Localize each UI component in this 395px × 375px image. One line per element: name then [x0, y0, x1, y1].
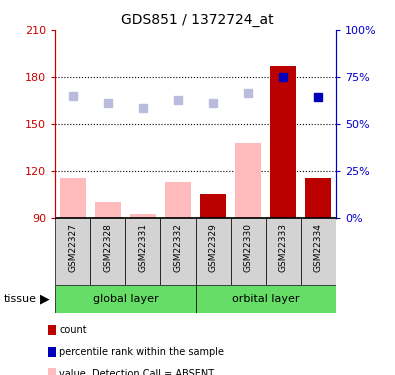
Bar	[95, 202, 121, 217]
Text: GSM22327: GSM22327	[68, 223, 77, 272]
Text: GSM22328: GSM22328	[103, 223, 113, 272]
Bar	[231, 217, 265, 285]
Text: GSM22332: GSM22332	[173, 223, 182, 272]
Bar	[55, 285, 196, 313]
Bar	[301, 217, 336, 285]
Bar	[235, 142, 261, 218]
Bar	[49, 347, 56, 357]
Bar	[265, 217, 301, 285]
Bar	[305, 178, 331, 218]
Bar	[60, 178, 86, 218]
Text: GSM22334: GSM22334	[314, 223, 323, 272]
Text: GDS851 / 1372724_at: GDS851 / 1372724_at	[121, 13, 274, 27]
Bar	[55, 217, 90, 285]
Bar	[200, 194, 226, 217]
Text: GSM22331: GSM22331	[138, 223, 147, 272]
Bar	[49, 368, 56, 375]
Bar	[196, 285, 336, 313]
Text: ▶: ▶	[40, 292, 49, 306]
Bar	[90, 217, 126, 285]
Bar	[160, 217, 196, 285]
Text: GSM22329: GSM22329	[209, 223, 218, 272]
Bar	[270, 66, 296, 218]
Bar	[49, 325, 56, 336]
Text: count: count	[59, 326, 87, 335]
Text: value, Detection Call = ABSENT: value, Detection Call = ABSENT	[59, 369, 214, 375]
Text: global layer: global layer	[92, 294, 158, 304]
Bar	[126, 217, 160, 285]
Bar	[165, 182, 191, 218]
Text: GSM22333: GSM22333	[278, 223, 288, 272]
Bar	[130, 214, 156, 217]
Text: percentile rank within the sample: percentile rank within the sample	[59, 347, 224, 357]
Text: tissue: tissue	[4, 294, 37, 304]
Bar	[196, 217, 231, 285]
Text: orbital layer: orbital layer	[232, 294, 299, 304]
Text: GSM22330: GSM22330	[244, 223, 253, 272]
